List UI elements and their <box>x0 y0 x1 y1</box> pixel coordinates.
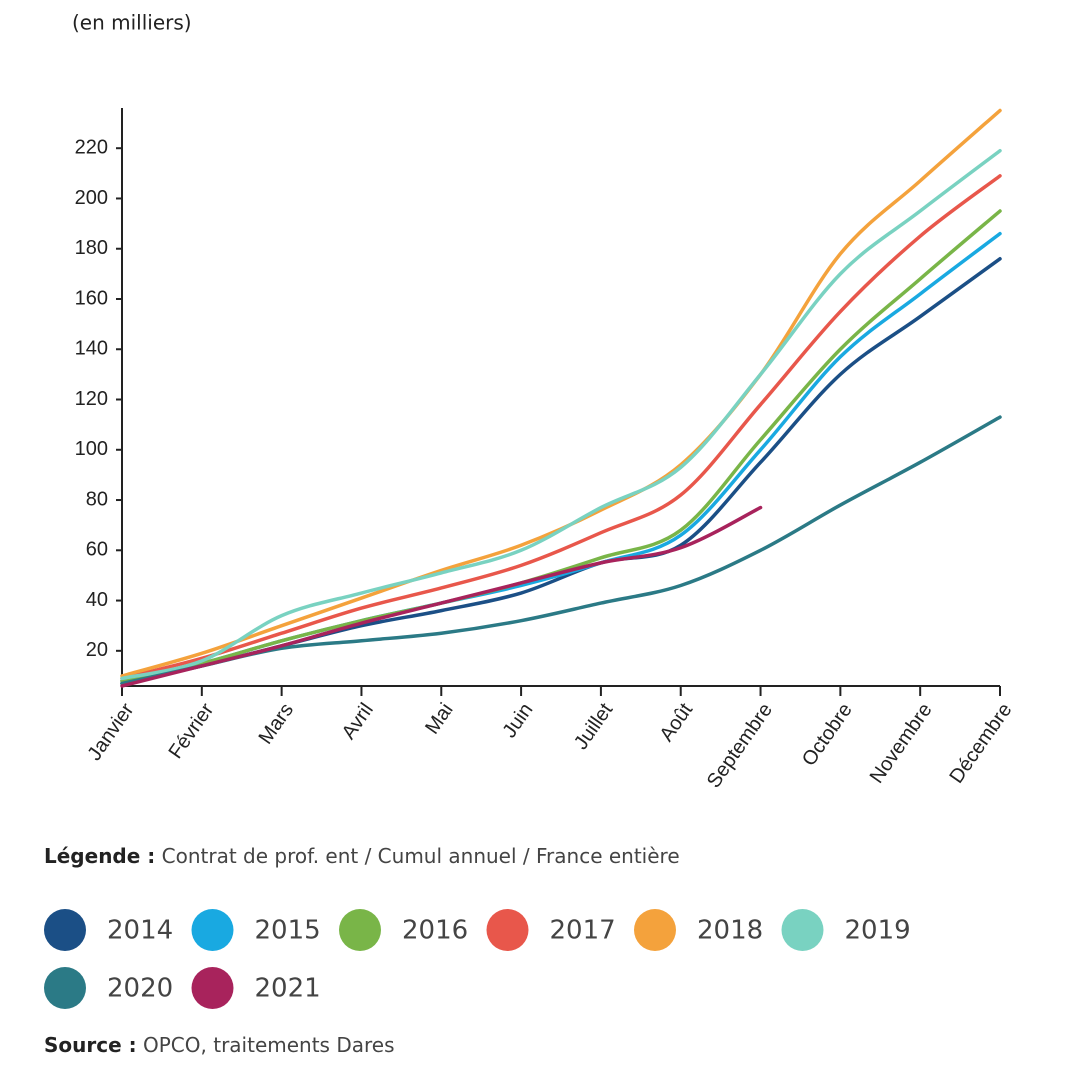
legend-swatch <box>191 967 234 1009</box>
x-tick-label: Juillet <box>570 699 618 754</box>
y-tick-label: 100 <box>75 438 108 460</box>
y-tick-label: 20 <box>86 639 108 661</box>
x-tick-label: Novembre <box>866 699 937 787</box>
legend-caption: Légende : Contrat de prof. ent / Cumul a… <box>44 844 680 868</box>
legend-swatch <box>44 967 86 1009</box>
x-tick-label: Août <box>656 699 698 746</box>
x-tick-label: Juin <box>498 699 537 742</box>
series-line <box>120 108 1002 678</box>
series-line <box>120 209 1002 683</box>
y-tick-label: 160 <box>75 287 108 309</box>
legend-label: 2017 <box>550 916 616 946</box>
legend-swatch <box>486 909 529 951</box>
y-tick-label: 220 <box>75 136 108 158</box>
legend-title: Légende : <box>44 844 155 868</box>
legend-label: 2019 <box>845 916 911 946</box>
x-tick-label: Décembre <box>945 699 1016 787</box>
legend-swatch <box>44 909 86 951</box>
y-tick-label: 40 <box>86 589 108 611</box>
y-tick-label: 80 <box>86 488 108 510</box>
series-line <box>120 174 1002 681</box>
unit-label: (en milliers) <box>72 11 192 35</box>
source-label: Source : <box>44 1033 137 1057</box>
x-tick-label: Avril <box>338 699 378 743</box>
x-tick-label: Octobre <box>798 699 857 770</box>
y-tick-label: 120 <box>75 388 108 410</box>
x-tick-label: Mai <box>421 699 458 738</box>
legend-label: 2015 <box>255 916 321 946</box>
x-tick-label: Février <box>165 699 219 763</box>
y-tick-label: 180 <box>75 237 108 259</box>
legend-label: 2018 <box>697 916 763 946</box>
legend-swatch <box>634 909 676 951</box>
legend-label: 2016 <box>402 916 468 946</box>
y-tick-label: 140 <box>75 338 108 360</box>
series-line <box>120 148 1002 681</box>
x-tick-label: Septembre <box>703 699 777 792</box>
legend-text: Contrat de prof. ent / Cumul annuel / Fr… <box>162 844 680 868</box>
legend-swatch <box>781 909 824 951</box>
legend-label: 2014 <box>107 916 173 946</box>
x-tick-label: Janvier <box>83 699 138 765</box>
legend-swatch <box>339 909 381 951</box>
legend-label: 2021 <box>255 974 321 1004</box>
series-line <box>120 505 763 688</box>
x-tick-label: Mars <box>255 699 299 748</box>
y-tick-label: 200 <box>75 187 108 209</box>
legend-label: 2020 <box>107 974 173 1004</box>
source: Source : OPCO, traitements Dares <box>44 1033 395 1057</box>
legend-swatch <box>191 909 234 951</box>
source-text: OPCO, traitements Dares <box>143 1033 395 1057</box>
y-tick-label: 60 <box>86 539 108 561</box>
